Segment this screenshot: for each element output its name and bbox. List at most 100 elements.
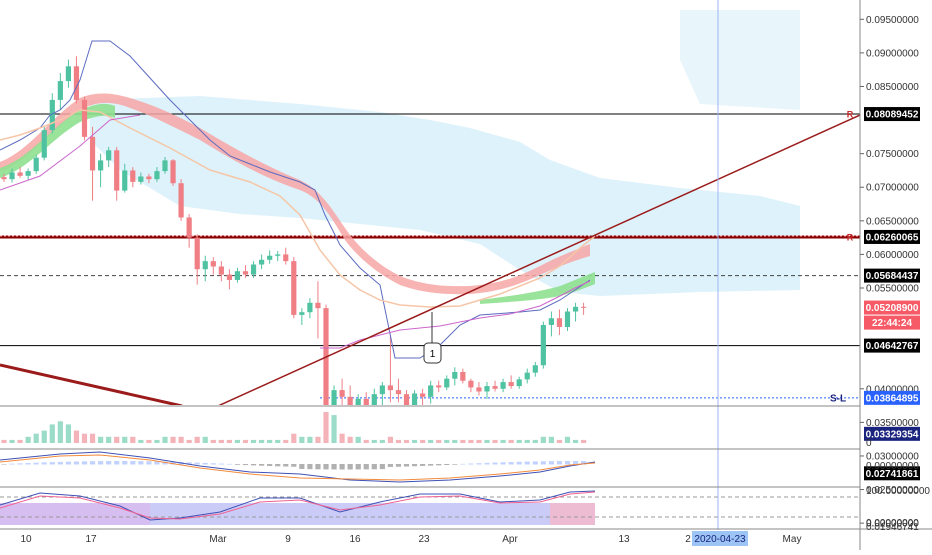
- level-markers: R R S-L: [830, 110, 854, 405]
- macd-bar: [218, 463, 224, 465]
- volume-bar: [355, 436, 361, 443]
- stoch-d: [0, 491, 596, 520]
- volume-bar: [323, 412, 329, 443]
- macd-bar: [33, 462, 39, 465]
- candle-body: [114, 150, 120, 191]
- volume-bar: [114, 436, 120, 443]
- candle-body: [581, 306, 587, 308]
- price-tick-label: 0.06500000: [866, 216, 919, 227]
- candle: [226, 269, 232, 290]
- candle: [106, 146, 112, 168]
- candle: [9, 168, 15, 183]
- candle-body: [323, 308, 329, 405]
- macd-bar: [331, 464, 337, 470]
- candle: [492, 380, 498, 392]
- candle-body: [540, 324, 546, 366]
- candle: [363, 392, 369, 405]
- time-axis[interactable]: 10 17 Mar 9 16 23 Apr 13 2 2020-04-23 May: [20, 531, 801, 546]
- candle: [81, 96, 88, 141]
- price-axis[interactable]: 0.09500000 0.09000000 0.08500000 0.07500000…: [860, 15, 919, 533]
- downtrend-line: [0, 363, 183, 405]
- price-tick-label: 0.03000000: [866, 451, 919, 462]
- candle-body: [283, 254, 289, 262]
- candle: [98, 153, 104, 188]
- macd-bar: [395, 464, 402, 467]
- time-tick-label: 16: [349, 534, 361, 545]
- candle: [468, 378, 474, 393]
- volume-bar: [178, 436, 184, 443]
- candle-body: [556, 318, 563, 327]
- price-label-text: 0.05208900: [866, 303, 919, 314]
- candle: [339, 378, 345, 405]
- candle-body: [162, 160, 168, 172]
- volume-bar: [9, 439, 15, 443]
- macd-bar: [65, 461, 71, 465]
- macd-bar: [114, 461, 120, 465]
- candle: [331, 385, 337, 405]
- price-tick-label: 0.02500000: [866, 485, 919, 496]
- macd-bar: [363, 464, 369, 470]
- candle-body: [250, 264, 257, 275]
- macd-bar: [572, 461, 579, 465]
- candle: [194, 234, 200, 285]
- macd-bar: [540, 461, 546, 465]
- macd-bar: [564, 461, 571, 465]
- stoch-axis-label: 0.00000000: [866, 518, 919, 529]
- volume-bar: [146, 439, 152, 443]
- price-tick-label: 0.06000000: [866, 250, 919, 261]
- candle: [452, 367, 458, 386]
- candle-body: [98, 160, 104, 171]
- macd-line: [0, 451, 596, 483]
- macd-bar: [234, 464, 241, 465]
- ichimoku-cloud: [90, 10, 800, 296]
- indicator-panels: [0, 412, 860, 525]
- volume-bar: [154, 439, 160, 443]
- candle: [73, 56, 80, 104]
- candle: [154, 167, 160, 182]
- candle: [33, 154, 39, 174]
- volume-bar: [524, 439, 530, 443]
- candle-body: [452, 371, 458, 379]
- price-tick-label: 0.02000000: [866, 519, 919, 530]
- candle: [572, 302, 579, 322]
- time-tick-label: Apr: [502, 534, 518, 545]
- volume-bar: [387, 436, 393, 443]
- callout-annotation[interactable]: 1: [423, 312, 442, 364]
- candle: [57, 73, 63, 110]
- candle-body: [444, 378, 450, 388]
- volume-bar: [41, 430, 47, 443]
- candle-body: [564, 311, 571, 327]
- macd-bar: [444, 464, 450, 466]
- volume-bar: [89, 433, 96, 443]
- candle: [347, 385, 353, 405]
- candle-body: [41, 130, 47, 158]
- volume-bar: [250, 439, 257, 443]
- volume-bar: [57, 421, 63, 443]
- candle-body: [178, 183, 184, 218]
- volume-bar: [500, 439, 506, 443]
- candle-body: [1, 177, 7, 180]
- volume-bar: [581, 439, 587, 443]
- candle: [532, 361, 538, 377]
- candle: [130, 167, 136, 188]
- candle-body: [106, 150, 112, 161]
- macd-bar: [1, 464, 7, 465]
- volume-bar: [420, 439, 426, 443]
- overlay-lines: [0, 40, 860, 405]
- volume-bar: [307, 436, 313, 443]
- macd-bar: [283, 464, 289, 467]
- ribbon-green: [0, 103, 115, 178]
- candle: [420, 388, 426, 405]
- candle-body: [17, 172, 23, 176]
- candle-body: [315, 302, 321, 309]
- candle-body: [186, 217, 192, 238]
- lagging-span: [320, 280, 591, 349]
- macd-bar: [130, 461, 136, 465]
- volume-bar: [548, 436, 554, 443]
- candle-body: [226, 274, 232, 280]
- candle-body: [508, 382, 514, 387]
- candle: [564, 308, 571, 332]
- volume-bar: [363, 439, 369, 443]
- macd-bar: [460, 463, 466, 465]
- macd-bar: [259, 464, 265, 466]
